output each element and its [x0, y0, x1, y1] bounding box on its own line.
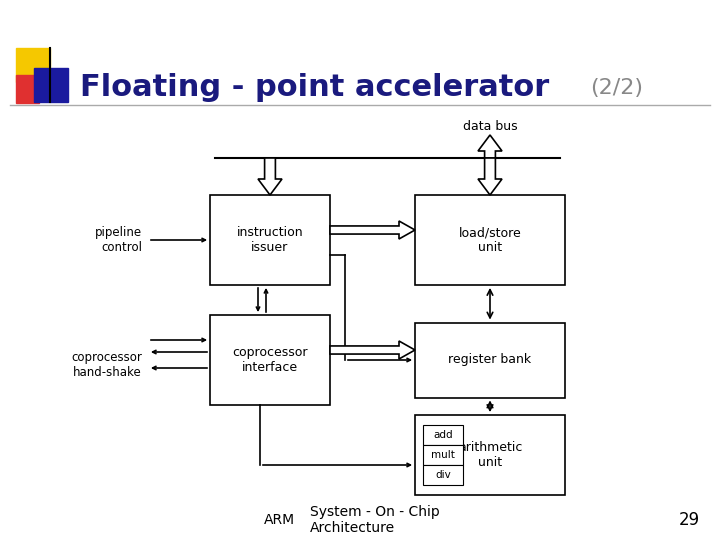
Bar — [16, 48, 50, 82]
Bar — [210, 315, 330, 405]
Bar — [34, 68, 68, 102]
Text: 29: 29 — [679, 511, 700, 529]
Text: Floating - point accelerator: Floating - point accelerator — [80, 73, 549, 103]
Text: load/store
unit: load/store unit — [459, 226, 521, 254]
Bar — [423, 465, 463, 485]
Text: register bank: register bank — [449, 354, 531, 367]
Text: (2/2): (2/2) — [590, 78, 643, 98]
Text: ARM: ARM — [264, 513, 295, 527]
Bar — [415, 415, 565, 495]
Polygon shape — [330, 341, 415, 359]
Text: add: add — [433, 430, 453, 440]
Text: System - On - Chip
Architecture: System - On - Chip Architecture — [310, 505, 440, 535]
Text: arithmetic
unit: arithmetic unit — [458, 441, 522, 469]
Text: data bus: data bus — [463, 120, 517, 133]
Bar — [423, 425, 463, 445]
Text: pipeline
control: pipeline control — [95, 226, 142, 254]
Polygon shape — [478, 158, 502, 195]
Text: div: div — [435, 470, 451, 480]
Polygon shape — [258, 158, 282, 195]
Bar — [423, 445, 463, 465]
Text: instruction
issuer: instruction issuer — [237, 226, 303, 254]
Text: coprocessor
interface: coprocessor interface — [233, 346, 307, 374]
Text: coprocessor
hand-shake: coprocessor hand-shake — [71, 351, 142, 379]
Bar — [16, 75, 39, 103]
Bar — [415, 322, 565, 397]
Bar — [415, 195, 565, 285]
Text: mult: mult — [431, 450, 455, 460]
Bar — [210, 195, 330, 285]
Polygon shape — [478, 135, 502, 158]
Polygon shape — [330, 221, 415, 239]
